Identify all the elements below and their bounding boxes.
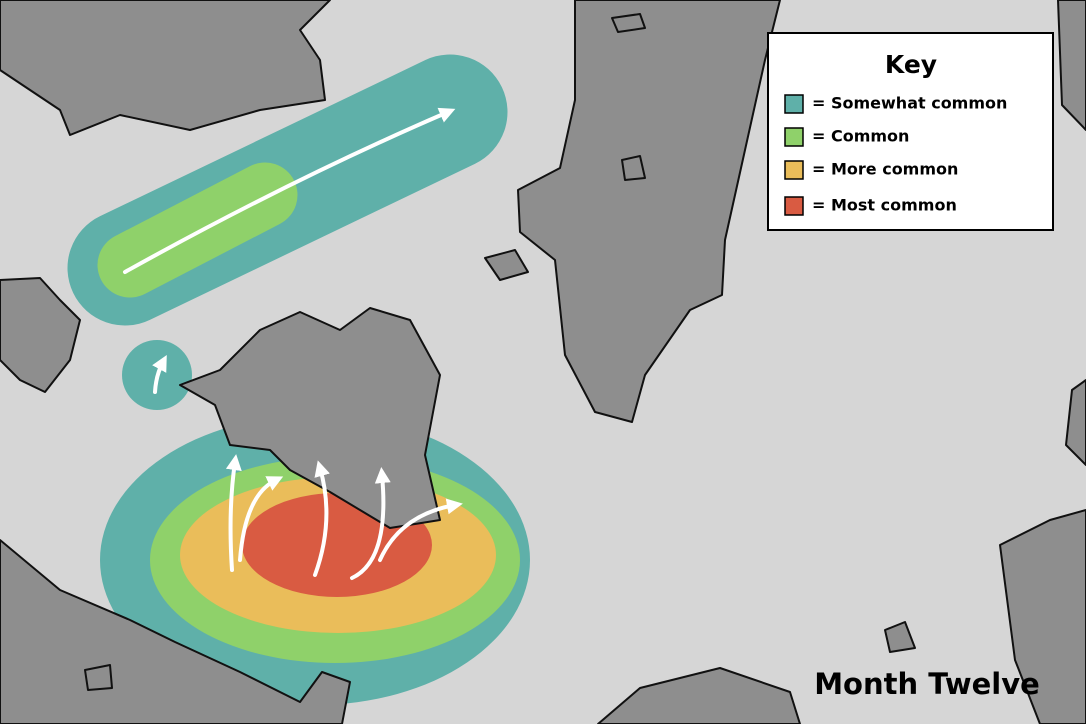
landmass [1057,0,1086,131]
arrow [225,454,242,572]
legend-swatch [784,94,804,114]
landmass [597,667,801,724]
caption: Month Twelve [814,667,1040,701]
legend-box [767,32,1054,231]
legend: Key = Somewhat common = Common = More comm… [767,32,1054,231]
landmass [0,0,331,136]
legend-title: Key [885,50,937,79]
legend-swatch [784,196,804,216]
landmass [0,277,81,393]
zone-common [97,162,298,298]
arrow [350,467,391,580]
legend-label: = More common [812,160,958,179]
legend-label: = Common [812,127,909,146]
legend-label: = Most common [812,196,957,215]
legend-items: = Somewhat common = Common = More common = … [784,94,1007,216]
legend-swatch [784,127,804,147]
arrow [313,460,330,577]
arrow [378,498,463,562]
arrow [123,107,456,274]
arrows [123,107,463,580]
arrow [238,476,284,562]
landmass [517,0,781,423]
landmass [999,509,1086,724]
island [84,13,916,691]
legend-label: = Somewhat common [812,94,1007,113]
arrow [152,354,167,394]
legend-swatch [784,160,804,180]
landmass [1065,379,1086,466]
